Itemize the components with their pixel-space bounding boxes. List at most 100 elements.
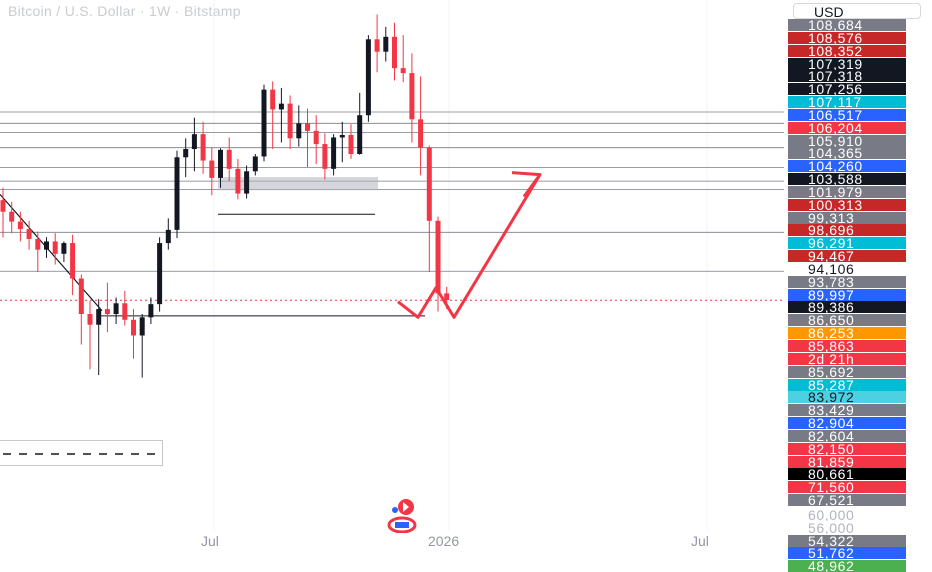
replay-box[interactable] — [0, 440, 163, 466]
candle-body — [270, 89, 276, 110]
price-tag: 94,106 — [788, 263, 906, 275]
price-tag: 60,000 — [808, 509, 855, 521]
candle-body — [339, 135, 345, 138]
candle-body — [418, 119, 424, 148]
price-tag: 101,979 — [788, 186, 906, 198]
price-tag: 107,256 — [788, 83, 906, 95]
price-tag: 104,260 — [788, 160, 906, 172]
price-tag: 106,517 — [788, 109, 906, 121]
tradingview-logo[interactable] — [372, 497, 432, 534]
projection-path — [397, 173, 542, 319]
price-tag: 2d 21h — [788, 353, 906, 365]
candle-body — [78, 278, 84, 315]
candle-body — [9, 211, 15, 222]
candle-body — [287, 103, 293, 139]
candle-body — [183, 149, 189, 158]
price-tag: 71,560 — [788, 481, 906, 493]
chart-area[interactable]: Bitcoin / U.S. Dollar · 1W · Bitstamp — [0, 0, 784, 550]
price-tag: 108,684 — [788, 19, 906, 31]
candle-body — [400, 68, 406, 74]
candle-body — [165, 229, 171, 244]
price-tag: 108,576 — [788, 32, 906, 44]
candle-body — [348, 135, 354, 154]
price-tag: 108,352 — [788, 45, 906, 57]
price-tag: 48,962 — [788, 560, 906, 572]
price-tag: 89,386 — [788, 301, 906, 313]
candle-body — [383, 36, 389, 52]
candle-body — [331, 137, 337, 169]
chart-grid — [213, 0, 708, 530]
candle-body — [444, 293, 450, 300]
price-tag: 51,762 — [788, 547, 906, 559]
price-tag: 54,322 — [788, 535, 906, 547]
candle-body — [139, 317, 145, 336]
candle-body — [191, 134, 197, 150]
price-tag: 89,997 — [788, 289, 906, 301]
price-tag: 86,253 — [788, 327, 906, 339]
time-label-2026: 2026 — [428, 533, 460, 549]
candle-body — [252, 156, 258, 172]
candle-body — [365, 39, 371, 116]
candle-body — [157, 243, 163, 305]
candle-body — [226, 149, 232, 169]
price-tag: 107,319 — [788, 58, 906, 70]
price-tag: 80,661 — [788, 468, 906, 480]
price-tag: 107,117 — [788, 96, 906, 108]
candle-body — [70, 243, 76, 279]
candle-body — [244, 171, 250, 194]
candle-body — [209, 160, 215, 178]
price-tag: 103,588 — [788, 173, 906, 185]
candle-body — [278, 103, 284, 110]
candle-body — [113, 303, 119, 315]
price-tag: 81,859 — [788, 456, 906, 468]
price-tag: 82,904 — [788, 417, 906, 429]
price-tag: 104,365 — [788, 147, 906, 159]
candle-body — [122, 303, 128, 320]
chart-title: Bitcoin / U.S. Dollar · 1W · Bitstamp — [8, 3, 241, 19]
candle-body — [426, 147, 432, 221]
candle-body — [261, 89, 267, 157]
price-tag: 85,692 — [788, 366, 906, 378]
price-tag: 86,650 — [788, 314, 906, 326]
price-tag: 106,204 — [788, 122, 906, 134]
candle-body — [96, 309, 102, 325]
price-tag: 107,318 — [788, 70, 906, 82]
trend-line — [0, 194, 103, 312]
price-tag: 67,521 — [788, 494, 906, 506]
candle-body — [357, 115, 363, 154]
candle-body — [148, 304, 154, 318]
chart-marks[interactable] — [0, 0, 784, 550]
candle-body — [392, 36, 397, 69]
candle-body — [296, 123, 302, 139]
candle-body — [322, 144, 328, 169]
candle-body — [235, 168, 241, 194]
candle-body — [131, 319, 136, 336]
dashed-line-icon — [3, 453, 157, 455]
candle-body — [305, 123, 310, 131]
time-label-jul-1: Jul — [201, 533, 219, 549]
currency-button[interactable]: USD — [793, 3, 921, 20]
price-tag: 100,313 — [788, 199, 906, 211]
candle-body — [87, 314, 93, 325]
price-tag: 94,467 — [788, 250, 906, 262]
candle-body — [313, 130, 319, 145]
price-tag: 93,783 — [788, 276, 906, 288]
candle-body — [35, 238, 41, 250]
candle-body — [435, 220, 441, 294]
candle-body — [200, 134, 206, 161]
candle-body — [52, 241, 58, 254]
candle-body — [104, 309, 110, 315]
candle-body — [0, 200, 6, 212]
candle-body — [374, 39, 380, 52]
candle-body — [44, 241, 49, 250]
price-tag: 83,429 — [788, 404, 906, 416]
price-tag: 83,972 — [788, 391, 906, 403]
time-label-jul-2: Jul — [691, 533, 709, 549]
price-tag: 85,863 — [788, 340, 906, 352]
price-tag: 96,291 — [788, 237, 906, 249]
support-zone — [218, 177, 378, 191]
price-tag: 85,287 — [788, 379, 906, 391]
candle-body — [218, 149, 223, 178]
price-tag: 82,604 — [788, 430, 906, 442]
candle-body — [409, 73, 415, 120]
